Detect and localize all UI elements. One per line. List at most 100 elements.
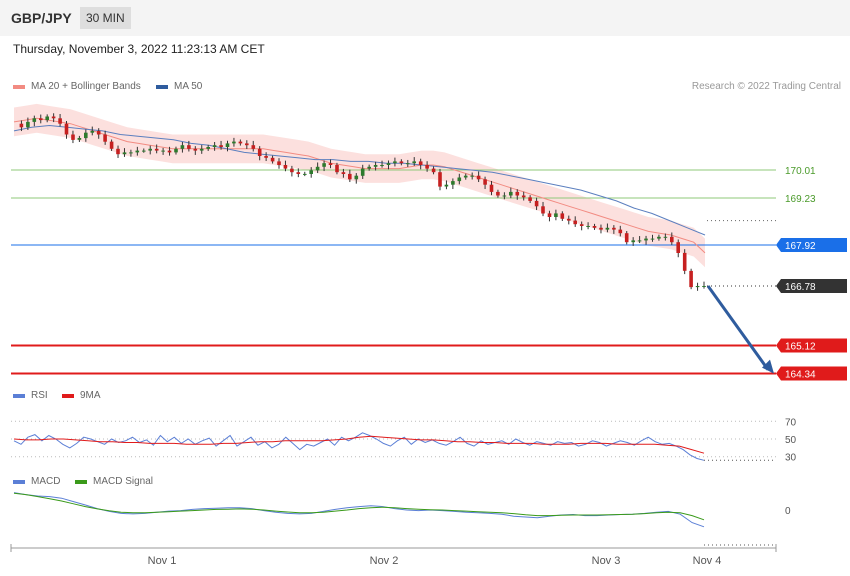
candle-body xyxy=(142,150,146,152)
candle xyxy=(695,282,700,291)
candle xyxy=(341,168,346,178)
candle-body xyxy=(534,200,539,207)
projection-arrowhead xyxy=(762,359,774,374)
candle-body xyxy=(96,130,101,135)
candle-body xyxy=(631,240,635,243)
candle-body xyxy=(489,184,494,192)
candle xyxy=(232,137,236,147)
candle-body xyxy=(212,145,217,147)
candle xyxy=(689,268,693,290)
projection-arrow xyxy=(706,285,770,371)
candle-body xyxy=(670,236,674,243)
candle xyxy=(663,233,668,241)
candle-body xyxy=(303,173,307,175)
rsi-tick-label: 70 xyxy=(785,417,797,428)
candle-body xyxy=(257,148,262,156)
chart-header: GBP/JPY 30 MIN xyxy=(0,0,850,36)
candle-body xyxy=(528,197,532,201)
candle-body xyxy=(135,150,140,153)
candle-body xyxy=(354,175,359,180)
candle-body xyxy=(695,286,700,288)
candle-body xyxy=(360,168,365,176)
candle-body xyxy=(232,141,236,144)
candle-body xyxy=(341,172,346,174)
candle xyxy=(451,178,455,190)
candle xyxy=(309,167,313,178)
candle-body xyxy=(174,148,178,153)
candle xyxy=(483,176,487,190)
candle xyxy=(303,171,307,177)
candle-body xyxy=(77,138,82,140)
candle xyxy=(367,164,371,171)
candle xyxy=(496,189,500,198)
candle xyxy=(586,222,590,230)
candle xyxy=(418,158,423,170)
candle-body xyxy=(167,150,172,153)
candle xyxy=(39,114,43,124)
candle-body xyxy=(573,220,577,225)
candle xyxy=(148,145,152,155)
candle-body xyxy=(425,165,429,169)
candle xyxy=(290,165,294,177)
candle xyxy=(541,201,545,217)
candle-body xyxy=(290,168,294,173)
legend-swatch xyxy=(62,393,74,398)
candle-body xyxy=(296,172,301,174)
candle-body xyxy=(116,148,120,155)
candle-body xyxy=(225,143,230,147)
candle-body xyxy=(702,286,706,287)
candle xyxy=(135,146,140,156)
candle-body xyxy=(19,123,24,128)
x-tick-label: Nov 4 xyxy=(693,555,722,567)
candle-body xyxy=(206,147,210,149)
candle-body xyxy=(64,123,69,135)
candle-body xyxy=(45,116,49,121)
candle xyxy=(637,236,642,244)
candle-body xyxy=(373,165,378,167)
candle-body xyxy=(560,213,565,219)
candle xyxy=(154,144,159,154)
x-tick-label: Nov 3 xyxy=(592,555,621,567)
candle xyxy=(431,166,436,175)
candle xyxy=(386,160,391,170)
candle xyxy=(219,140,223,150)
candle xyxy=(264,152,268,162)
candle-body xyxy=(84,132,88,139)
candle-body xyxy=(199,148,204,151)
candle xyxy=(277,158,281,169)
candle xyxy=(463,173,468,180)
candle-body xyxy=(386,163,391,165)
candle xyxy=(406,159,410,167)
timeframe-badge[interactable]: 30 MIN xyxy=(80,7,131,29)
candle xyxy=(142,148,146,153)
candle-body xyxy=(451,181,455,185)
price-tag-label-164.34: 164.34 xyxy=(785,370,816,381)
price-tag-166.78 xyxy=(776,278,847,293)
rsi-line xyxy=(13,432,705,461)
candle-body xyxy=(579,224,584,226)
price-tag-label-165.12: 165.12 xyxy=(785,342,816,353)
candle xyxy=(238,139,243,146)
candle xyxy=(206,144,210,151)
candle-body xyxy=(193,148,198,151)
candle-body xyxy=(483,179,487,185)
candle xyxy=(644,235,648,245)
candle xyxy=(476,171,481,183)
candle-body xyxy=(328,163,333,165)
candle-body xyxy=(187,145,191,149)
candle xyxy=(489,180,494,196)
candle-body xyxy=(605,227,610,230)
candle xyxy=(560,211,565,221)
legend-label: MA 20 + Bollinger Bands xyxy=(31,81,141,92)
candle xyxy=(592,223,597,230)
candle xyxy=(702,281,706,289)
candle xyxy=(360,164,365,179)
candle-body xyxy=(624,233,629,243)
candle-body xyxy=(399,161,404,164)
candle xyxy=(438,168,442,191)
candle-body xyxy=(245,143,249,146)
candle-body xyxy=(103,134,107,142)
candle-body xyxy=(90,130,95,133)
candle xyxy=(470,172,474,180)
